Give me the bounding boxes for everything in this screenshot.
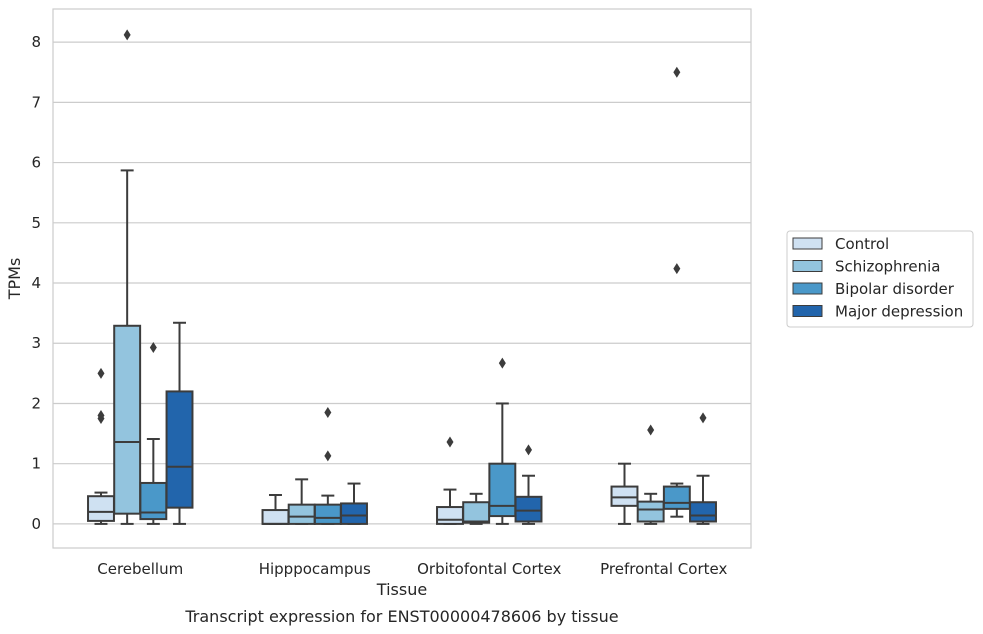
box-schizophrenia: [113, 29, 142, 525]
plot-frame: [52, 8, 752, 549]
outlier-point: [525, 444, 533, 456]
box-body: [436, 506, 464, 525]
box-body: [662, 485, 691, 510]
y-tick-label-1: 1: [31, 455, 41, 473]
legend-label: Major depression: [835, 303, 963, 321]
box-bipolar-disorder: [139, 341, 168, 525]
y-tick-label-3: 3: [31, 334, 41, 352]
y-tick-label-7: 7: [31, 93, 41, 111]
chart-caption: Transcript expression for ENST0000047860…: [184, 607, 618, 626]
x-tick-label: Hipppocampus: [259, 560, 371, 578]
box-control: [610, 462, 639, 525]
legend-label: Control: [835, 235, 889, 253]
legend-label: Schizophrenia: [835, 258, 940, 276]
outlier-point: [324, 450, 332, 462]
box-bipolar-disorder: [488, 357, 517, 525]
outlier-point: [123, 29, 131, 41]
y-tick-labels: 0 1 2 3 4 5 6 7 8: [31, 33, 41, 533]
box-bipolar-disorder: [662, 66, 691, 518]
outlier-point: [97, 367, 105, 379]
box-body: [313, 503, 342, 525]
outlier-point: [498, 357, 506, 369]
x-tick-label: Orbitofontal Cortex: [417, 560, 561, 578]
box-major-depression: [689, 412, 717, 525]
legend-swatch: [792, 237, 823, 250]
legend-swatch: [792, 305, 823, 317]
box-major-depression: [165, 321, 194, 525]
outlier-point: [673, 263, 681, 275]
box-body: [87, 495, 115, 522]
box-major-depression: [340, 482, 368, 525]
outlier-point: [446, 436, 454, 448]
outlier-point: [673, 66, 681, 78]
outlier-point: [699, 412, 707, 424]
box-body: [340, 502, 368, 525]
outlier-point: [97, 410, 105, 422]
x-tick-label: Cerebellum: [97, 560, 183, 578]
box-body: [488, 462, 517, 518]
box-body: [636, 500, 665, 523]
box-body: [165, 390, 194, 509]
y-tick-label-8: 8: [31, 33, 41, 51]
box-control: [261, 494, 290, 525]
legend-swatch: [792, 260, 823, 272]
y-axis-title: TPMs: [5, 258, 24, 301]
plot-area: [53, 9, 751, 548]
box-body: [514, 495, 543, 523]
box-body: [689, 501, 717, 523]
boxes: [87, 29, 717, 525]
legend-label: Bipolar disorder: [835, 280, 955, 298]
y-tick-label-2: 2: [31, 394, 41, 412]
box-schizophrenia: [636, 424, 665, 525]
box-body: [462, 501, 491, 524]
x-tick-label: Prefrontal Cortex: [600, 560, 727, 578]
x-tick-labels: Cerebellum Hipppocampus Orbitofontal Corte…: [97, 560, 727, 578]
box-body: [610, 485, 639, 507]
box-body: [113, 324, 142, 515]
box-body: [287, 503, 316, 525]
legend: Control Schizophrenia Bipolar disorder Majo…: [786, 230, 974, 328]
box-body: [139, 481, 168, 521]
box-major-depression: [514, 444, 543, 525]
y-tick-label-0: 0: [31, 515, 41, 533]
box-schizophrenia: [287, 478, 316, 525]
box-body: [261, 509, 290, 525]
y-tick-label-4: 4: [31, 274, 41, 292]
x-axis-title: Tissue: [376, 580, 427, 599]
outlier-point: [324, 406, 332, 418]
legend-frame: [786, 230, 974, 328]
y-tick-label-6: 6: [31, 154, 41, 172]
y-tick-label-5: 5: [31, 214, 41, 232]
outlier-point: [647, 424, 655, 436]
outlier-point: [149, 341, 157, 353]
legend-swatch: [792, 282, 823, 295]
box-control: [436, 436, 464, 525]
